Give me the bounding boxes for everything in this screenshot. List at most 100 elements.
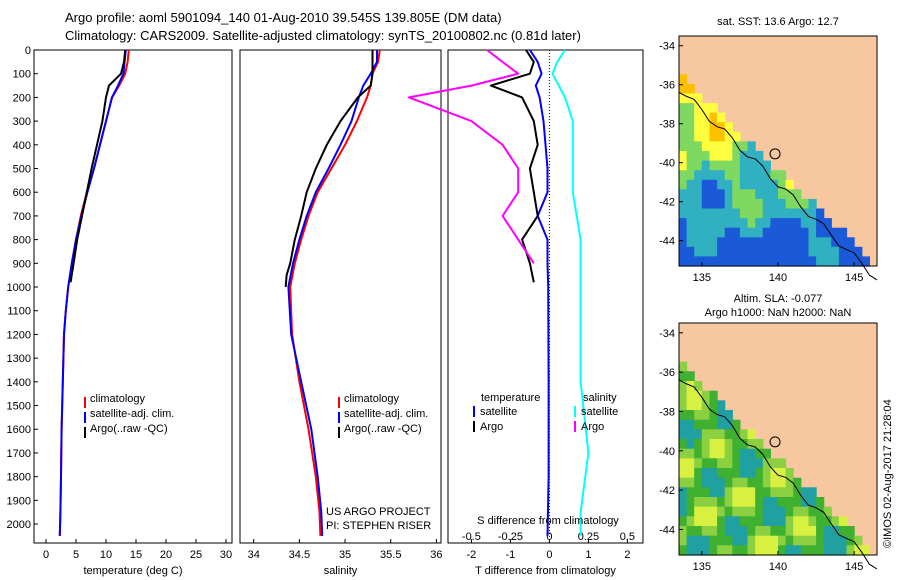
map-cell [694, 151, 703, 162]
map-cell [717, 179, 726, 190]
map-cell [694, 256, 703, 267]
map-cell [747, 487, 756, 498]
map-cell [724, 419, 733, 430]
map-cell [724, 545, 733, 556]
map-cell [823, 526, 832, 537]
difference-legend: temperature salinity satellite satellite… [473, 392, 618, 433]
map-cell [686, 497, 695, 508]
map-cell [778, 516, 787, 527]
map-cell [831, 256, 840, 267]
map-cell [709, 198, 718, 210]
map-cell [770, 189, 779, 200]
map-cell [694, 410, 703, 421]
map-cell [778, 208, 787, 219]
map-cell [679, 246, 688, 257]
map-cell [755, 439, 764, 450]
map-cell [800, 487, 809, 498]
map-cell [717, 419, 726, 430]
title-line2: Climatology: CARS2009. Satellite-adjuste… [65, 28, 581, 43]
map-cell [770, 237, 779, 248]
map-cell [762, 160, 771, 171]
map-cell [808, 256, 817, 267]
map-cell [686, 170, 695, 181]
map-cell [701, 131, 710, 142]
map-cell [717, 545, 726, 556]
map-cell [778, 506, 787, 517]
map-cell [785, 506, 794, 517]
map-cell [679, 208, 688, 219]
map-cell [717, 131, 726, 142]
map-cell [747, 246, 756, 257]
map-cell [686, 535, 695, 546]
map-cell [808, 208, 817, 219]
x-tick-label: 20 [160, 549, 172, 561]
map-cell [755, 218, 764, 229]
map-cell [732, 189, 741, 200]
map-cell [679, 535, 688, 546]
map-cell [724, 439, 733, 450]
map-cell [701, 439, 710, 450]
map-cell [755, 526, 764, 537]
map-cell [679, 83, 688, 95]
map-cell [724, 179, 733, 190]
map-cell [732, 256, 741, 267]
map-cell [762, 227, 771, 238]
map-cell [762, 535, 771, 546]
map-cell [739, 458, 749, 469]
map-cell [739, 448, 749, 459]
map-cell [793, 545, 802, 556]
shelf-contour [678, 379, 878, 570]
map-cell [686, 458, 695, 469]
map-cell [717, 151, 726, 162]
legend-label-climatology: climatology [90, 393, 146, 405]
map-cell [808, 535, 817, 546]
map-cell [816, 516, 825, 527]
map-cell [755, 170, 764, 181]
map-cell [770, 198, 779, 210]
map-cell [717, 208, 726, 219]
map-cell [679, 429, 688, 440]
map-cell [709, 400, 718, 411]
map-cell [686, 468, 695, 479]
map-cell [808, 497, 817, 508]
map-cell [701, 400, 710, 411]
map-cell [701, 151, 710, 162]
map-cell [762, 246, 771, 257]
map-cell [679, 93, 688, 104]
map-cell [732, 516, 741, 527]
map-cell [755, 237, 764, 248]
map-cell [732, 477, 741, 488]
map-cell [709, 208, 718, 219]
map-cell [778, 227, 787, 238]
map-cell [732, 141, 741, 152]
map-cell [808, 526, 817, 537]
map-cell [724, 189, 733, 200]
map-y-tick-label: -36 [659, 80, 675, 92]
map-cell [679, 390, 688, 401]
map-cell [747, 526, 756, 537]
map-cell [686, 246, 695, 257]
map-cell [701, 477, 710, 488]
temperature-panel: 0100200300400500600700800900100011001200… [7, 45, 233, 577]
map-cell [686, 151, 695, 162]
imos-credit: ©IMOS 02-Aug-2017 21:28:04 [882, 399, 894, 548]
y-tick-label: 900 [13, 258, 31, 270]
map-cell [732, 506, 741, 517]
map-cell [709, 151, 718, 162]
map-cell [709, 246, 718, 257]
map-cell [816, 218, 825, 229]
map-cell [755, 160, 764, 171]
map-x-tick-label: 145 [845, 561, 863, 573]
map-cell [679, 189, 688, 200]
map-cell [694, 526, 703, 537]
map-cell [778, 477, 787, 488]
legend-label-t-satellite: satellite [480, 406, 517, 418]
map-cell [823, 237, 832, 248]
map-cell [808, 516, 817, 527]
x-tick-label: 25 [190, 549, 202, 561]
map-cell [717, 160, 726, 171]
series-line-argo-raw-qc [284, 50, 374, 288]
map-cell [701, 218, 710, 229]
map-cell [770, 535, 779, 546]
map-cell [709, 218, 718, 229]
